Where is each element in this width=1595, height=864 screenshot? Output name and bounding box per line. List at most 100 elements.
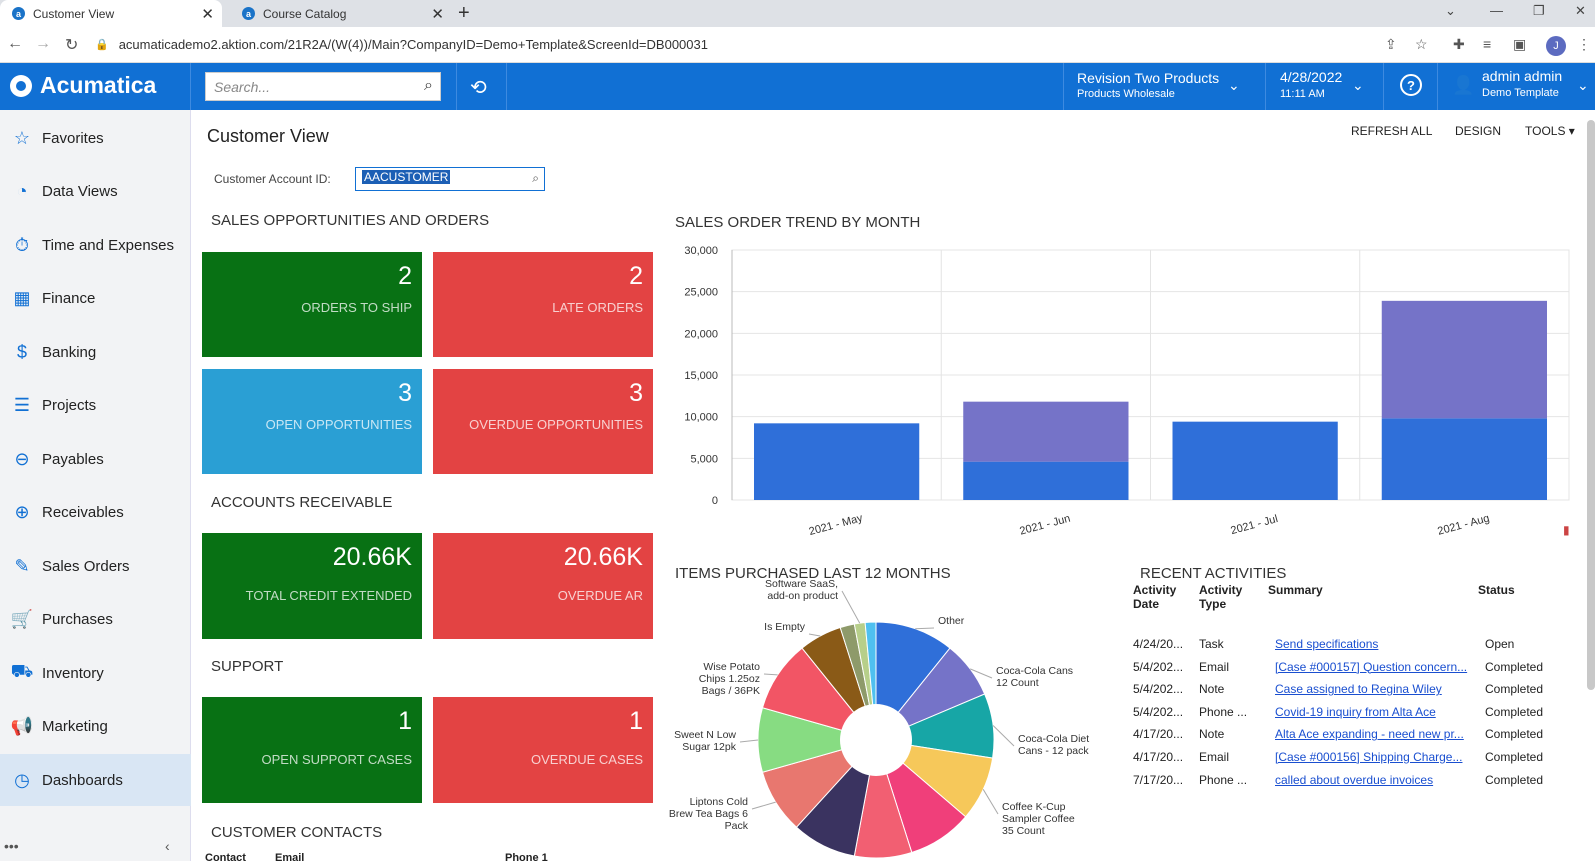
tile-overdue-opportunities[interactable]: 3 OVERDUE OPPORTUNITIES: [433, 369, 653, 474]
bar: [1172, 421, 1338, 500]
sidebar-item-label: Purchases: [42, 611, 113, 628]
refresh-all-button[interactable]: REFRESH ALL: [1351, 124, 1433, 138]
new-tab-icon[interactable]: +: [458, 2, 470, 24]
close-icon[interactable]: ✕: [431, 5, 444, 23]
customer-account-field[interactable]: AACUSTOMER ⌕: [355, 167, 545, 191]
search-icon[interactable]: ⌕: [424, 77, 433, 94]
sidepanel-icon[interactable]: ▣: [1513, 36, 1527, 52]
tab-search-icon[interactable]: ⌄: [1445, 3, 1456, 18]
history-icon[interactable]: ⟲: [470, 77, 487, 99]
y-tick-label: 20,000: [684, 328, 718, 340]
table-row[interactable]: 5/4/202... Email [Case #000157] Question c…: [1131, 660, 1591, 682]
tile-label: OVERDUE AR: [557, 588, 643, 603]
section-customer-contacts: CUSTOMER CONTACTS: [211, 824, 383, 841]
sidebar-item-marketing[interactable]: 📢 Marketing: [0, 701, 191, 753]
menu-icon[interactable]: ⋮: [1577, 36, 1591, 52]
column-header[interactable]: Phone 1: [505, 852, 548, 864]
y-tick-label: 5,000: [690, 453, 718, 465]
restore-icon[interactable]: ❐: [1533, 3, 1545, 18]
tools-button[interactable]: TOOLS ▾: [1525, 124, 1575, 138]
sidebar-item-label: Time and Expenses: [42, 236, 175, 254]
summary-link[interactable]: Covid-19 inquiry from Alta Ace: [1275, 704, 1436, 719]
url-field[interactable]: 🔒 acumaticademo2.aktion.com/21R2A/(W(4))…: [95, 31, 1390, 58]
browser-tab-course-catalog[interactable]: a Course Catalog ✕: [230, 0, 452, 27]
sidebar-item-banking[interactable]: $ Banking: [0, 326, 191, 378]
tile-orders-to-ship[interactable]: 2 ORDERS TO SHIP: [202, 252, 422, 357]
minimize-icon[interactable]: —: [1490, 3, 1503, 18]
table-row[interactable]: 4/17/20... Email [Case #000156] Shipping C…: [1131, 750, 1591, 772]
column-header[interactable]: Summary: [1268, 583, 1323, 597]
section-items-purchased: ITEMS PURCHASED LAST 12 MONTHS: [675, 565, 951, 582]
close-icon[interactable]: ✕: [201, 5, 214, 23]
sidebar-item-time-and-expenses[interactable]: ⏱ Time and Expenses: [0, 219, 191, 271]
table-row[interactable]: 7/17/20... Phone ... called about overdue …: [1131, 773, 1591, 795]
design-button[interactable]: DESIGN: [1455, 124, 1502, 138]
section-sales-opportunities: SALES OPPORTUNITIES AND ORDERS: [211, 212, 490, 229]
sidebar-item-payables[interactable]: ⊖ Payables: [0, 433, 191, 485]
chevron-down-icon[interactable]: ⌄: [1228, 77, 1240, 93]
share-icon[interactable]: ⇪: [1385, 36, 1397, 52]
dollar-icon: $: [16, 341, 27, 362]
collapse-sidebar-icon[interactable]: ‹: [165, 838, 170, 854]
column-header[interactable]: Status: [1478, 583, 1515, 597]
forward-icon[interactable]: →: [35, 35, 51, 52]
scrollbar[interactable]: [1587, 120, 1595, 690]
column-header[interactable]: Contact: [205, 852, 246, 864]
close-window-icon[interactable]: ✕: [1575, 3, 1586, 18]
sidebar-item-purchases[interactable]: 🛒 Purchases: [0, 594, 191, 646]
tile-overdue-cases[interactable]: 1 OVERDUE CASES: [433, 697, 653, 803]
summary-link[interactable]: Case assigned to Regina Wiley: [1275, 682, 1442, 697]
pie-label: Is Empty: [764, 621, 806, 633]
x-tick-label: 2021 - Jul: [1229, 513, 1279, 537]
chart-export-icon[interactable]: ▮: [1563, 523, 1570, 537]
summary-link[interactable]: [Case #000157] Question concern...: [1275, 659, 1468, 674]
company-selector[interactable]: Revision Two Products Products Wholesale: [1077, 70, 1219, 102]
acumatica-logo[interactable]: Acumatica: [10, 72, 156, 99]
chevron-down-icon[interactable]: ⌄: [1577, 77, 1589, 93]
back-icon[interactable]: ←: [7, 35, 23, 52]
user-icon[interactable]: 👤: [1452, 75, 1475, 95]
user-menu[interactable]: admin admin Demo Template: [1482, 68, 1562, 102]
tile-open-support-cases[interactable]: 1 OPEN SUPPORT CASES: [202, 697, 422, 803]
sidebar-item-receivables[interactable]: ⊕ Receivables: [0, 487, 191, 539]
tile-total-credit-extended[interactable]: 20.66K TOTAL CREDIT EXTENDED: [202, 533, 422, 639]
sidebar-item-inventory[interactable]: ⛟ Inventory: [0, 647, 191, 699]
table-row[interactable]: 5/4/202... Phone ... Covid-19 inquiry from…: [1131, 705, 1591, 727]
summary-link[interactable]: called about overdue invoices: [1275, 772, 1434, 787]
summary-link[interactable]: [Case #000156] Shipping Charge...: [1275, 750, 1463, 764]
tile-label: OPEN OPPORTUNITIES: [265, 417, 412, 432]
tile-overdue-ar[interactable]: 20.66K OVERDUE AR: [433, 533, 653, 639]
sidebar-item-finance[interactable]: ▦ Finance: [0, 273, 191, 325]
business-date-selector[interactable]: 4/28/2022 11:11 AM: [1280, 69, 1342, 103]
sidebar-item-projects[interactable]: ☰ Projects: [0, 380, 191, 432]
bar: [754, 423, 920, 500]
minus-circle-icon: ⊖: [14, 448, 30, 469]
media-icon[interactable]: ≡: [1483, 36, 1492, 52]
sidebar-item-data-views[interactable]: ◔ Data Views: [0, 166, 191, 218]
help-icon[interactable]: ?: [1400, 74, 1422, 96]
tile-open-opportunities[interactable]: 3 OPEN OPPORTUNITIES: [202, 369, 422, 474]
bookmark-star-icon[interactable]: ☆: [1415, 36, 1428, 52]
sidebar-item-dashboards[interactable]: ◷ Dashboards: [0, 754, 191, 806]
chevron-down-icon[interactable]: ⌄: [1352, 77, 1364, 93]
sidebar-item-favorites[interactable]: ☆ Favorites: [0, 112, 191, 164]
table-row[interactable]: 4/24/20... Task Send specifications Open: [1131, 637, 1591, 659]
more-icon[interactable]: •••: [4, 838, 19, 854]
extensions-icon[interactable]: ✚: [1453, 36, 1465, 52]
tile-late-orders[interactable]: 2 LATE ORDERS: [433, 252, 653, 357]
items-purchased-pie-chart: Other Coca-Cola Cans 12 Count Coca-Cola Die…: [669, 580, 1089, 859]
tile-value: 3: [398, 379, 412, 407]
search-input[interactable]: Search... ⌕: [205, 72, 441, 101]
column-header[interactable]: Activity Type: [1199, 583, 1243, 611]
table-row[interactable]: 5/4/202... Note Case assigned to Regina Wi…: [1131, 682, 1591, 704]
lookup-search-icon[interactable]: ⌕: [532, 171, 539, 185]
reload-icon[interactable]: ↻: [65, 37, 79, 54]
summary-link[interactable]: Alta Ace expanding - need new pr...: [1275, 727, 1464, 742]
sidebar-item-sales-orders[interactable]: ✎ Sales Orders: [0, 540, 191, 592]
column-header[interactable]: Email: [275, 852, 305, 864]
table-row[interactable]: 4/17/20... Note Alta Ace expanding - need …: [1131, 727, 1591, 749]
summary-link[interactable]: Send specifications: [1275, 637, 1379, 651]
browser-tab-customer-view[interactable]: a Customer View ✕: [0, 0, 222, 27]
column-header[interactable]: Activity Date: [1133, 583, 1177, 611]
profile-avatar[interactable]: J: [1546, 36, 1566, 56]
